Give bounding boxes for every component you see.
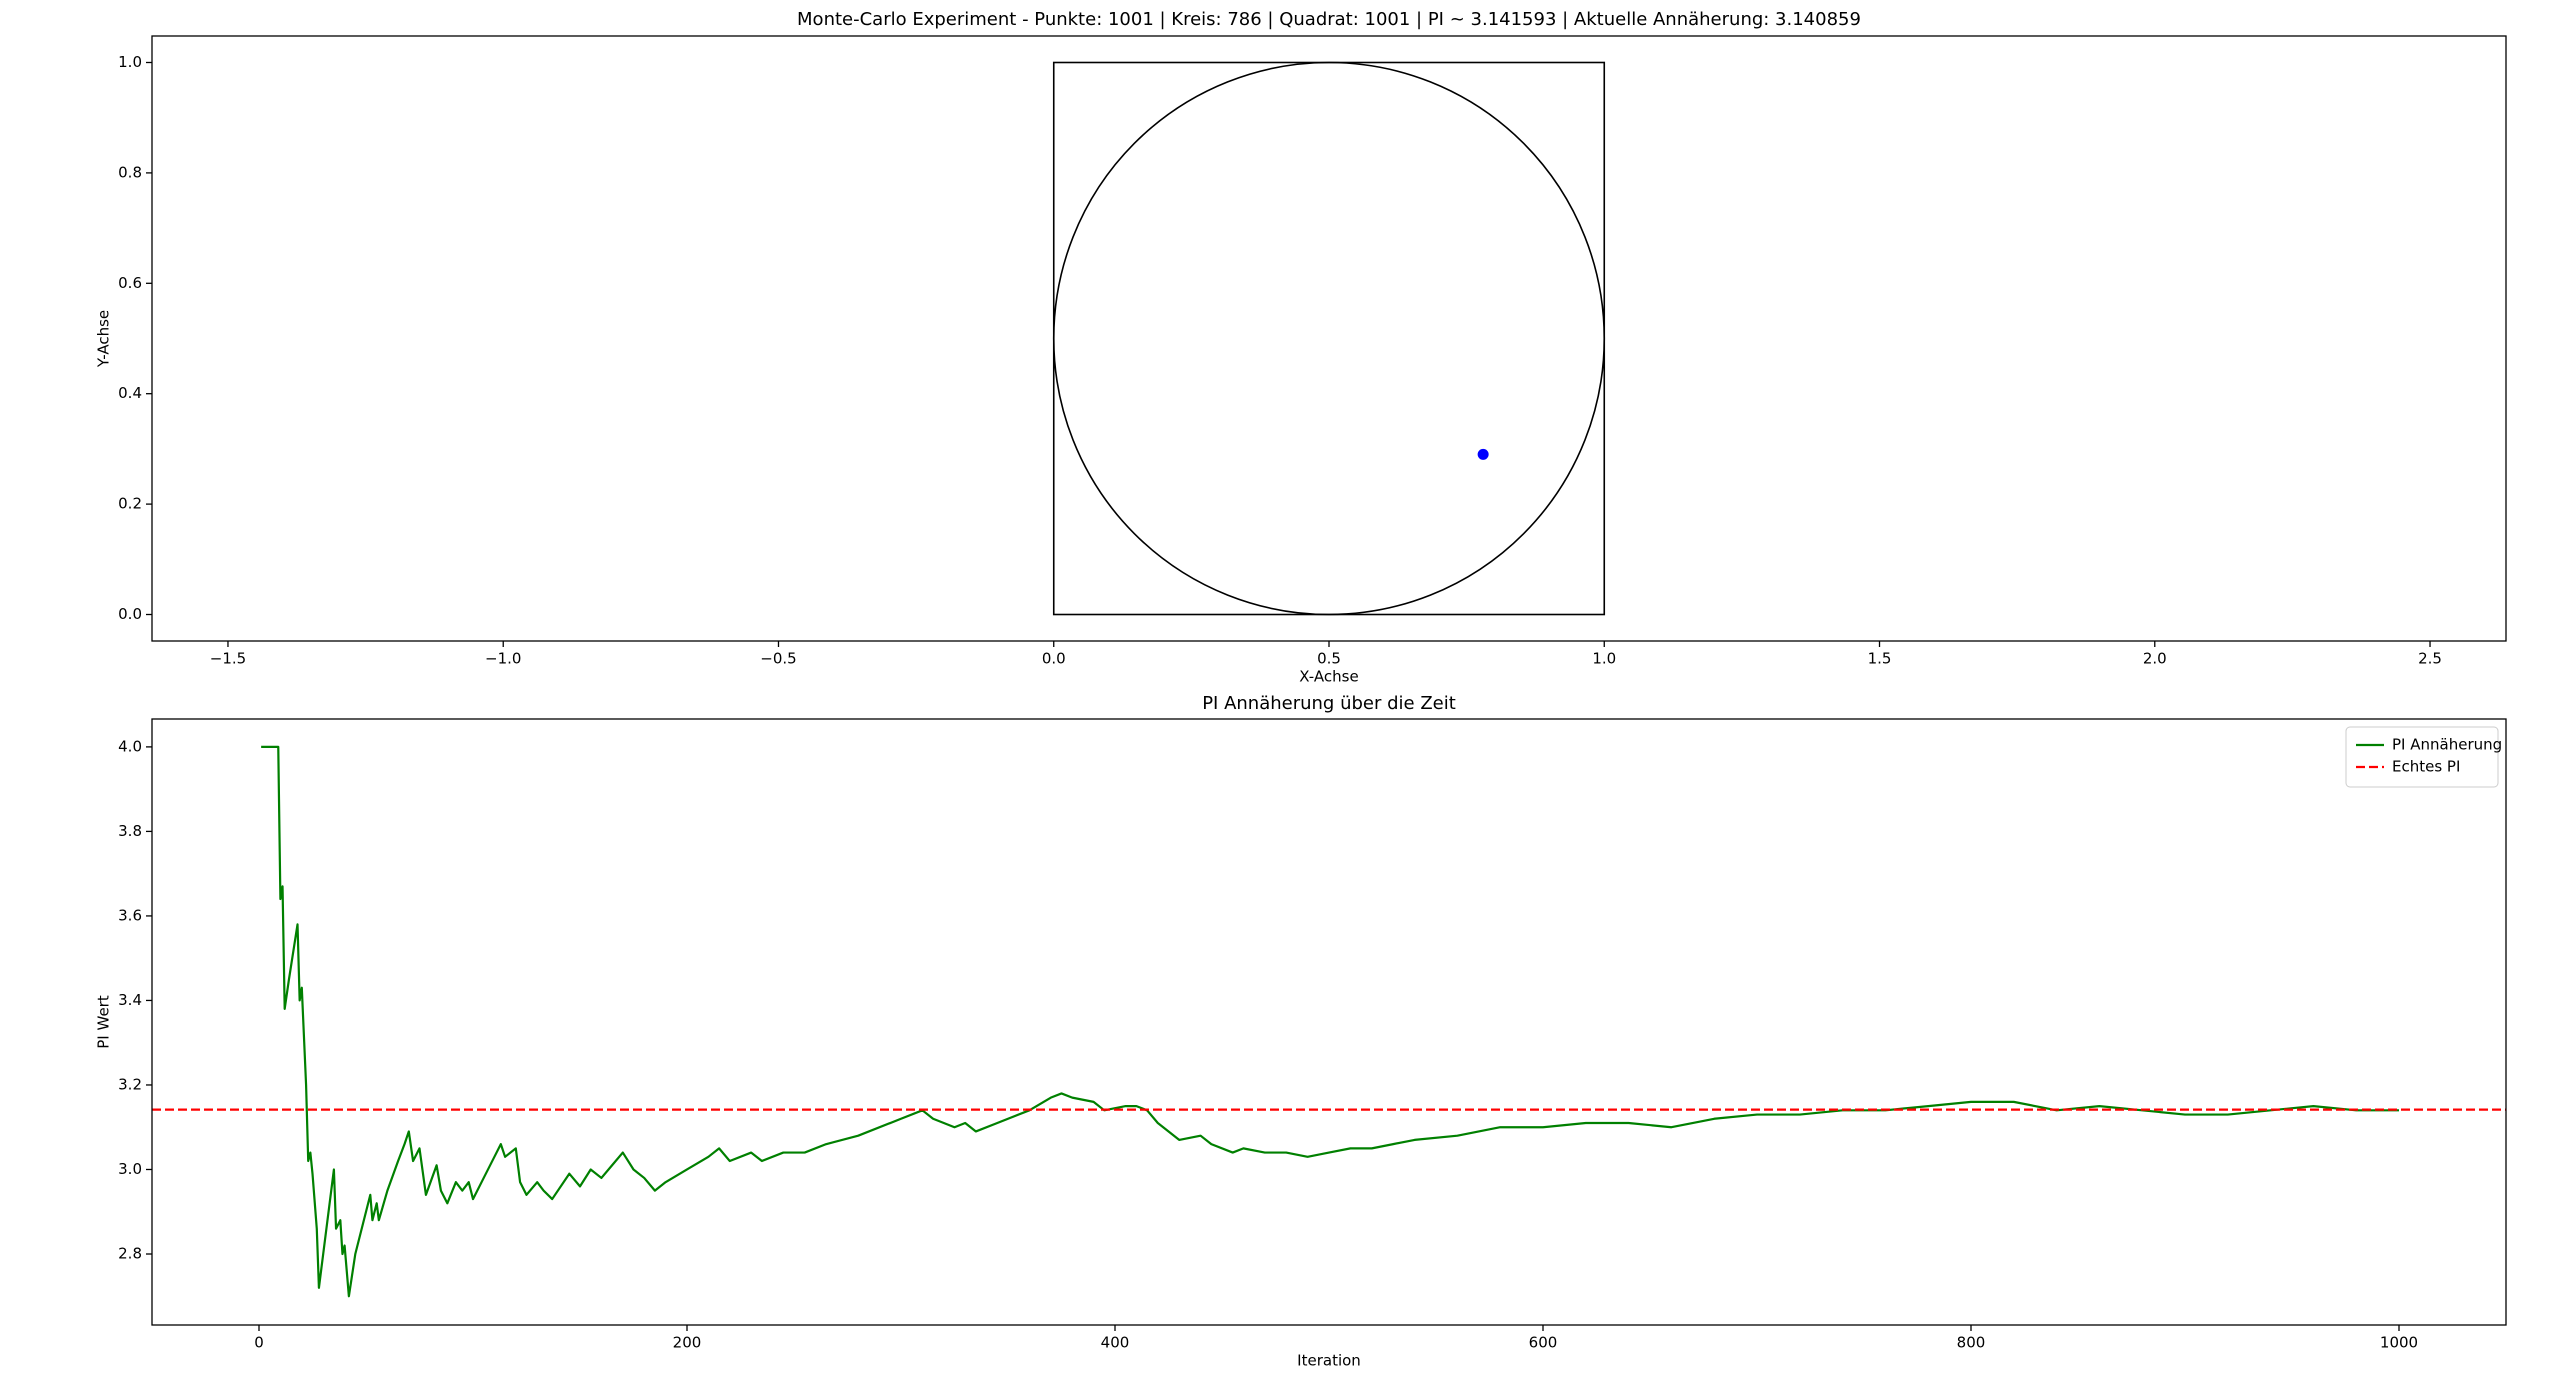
x-tick-label: 0.0 — [1042, 650, 1066, 668]
y-tick-label: 3.6 — [118, 906, 142, 924]
x-tick-label: −0.5 — [760, 650, 796, 668]
x-tick-label: 800 — [1957, 1334, 1986, 1352]
x-tick-label: 200 — [673, 1334, 702, 1352]
circle — [1052, 61, 1606, 616]
x-tick-label: 1.0 — [1592, 650, 1616, 668]
chart-title: PI Annäherung über die Zeit — [1202, 693, 1456, 714]
chart-title: Monte-Carlo Experiment - Punkte: 1001 | … — [797, 9, 1861, 30]
x-tick-label: 400 — [1101, 1334, 1130, 1352]
x-tick-label: −1.5 — [210, 650, 246, 668]
legend-label: PI Annäherung — [2392, 736, 2502, 754]
marks — [1052, 61, 1606, 616]
x-tick-label: 1000 — [2380, 1334, 2418, 1352]
y-tick-label: 4.0 — [118, 737, 142, 755]
y-tick-label: 0.2 — [118, 495, 142, 513]
y-tick-label: 3.4 — [118, 991, 142, 1009]
square — [1052, 61, 1606, 616]
x-axis-label: X-Achse — [1299, 668, 1358, 686]
y-tick-label: 0.8 — [118, 163, 142, 181]
y-tick-label: 1.0 — [118, 53, 142, 71]
x-tick-label: 2.5 — [2418, 650, 2442, 668]
x-tick-label: −1.0 — [485, 650, 521, 668]
x-tick-label: 1.5 — [1868, 650, 1892, 668]
y-tick-label: 3.8 — [118, 822, 142, 840]
y-axis-label: PI Wert — [95, 995, 113, 1049]
axes-frame — [151, 35, 2507, 642]
x-axis-label: Iteration — [1297, 1352, 1361, 1370]
x-tick-label: 2.0 — [2143, 650, 2167, 668]
y-axis-label: Y-Achse — [95, 310, 113, 368]
x-tick-label: 600 — [1529, 1334, 1558, 1352]
legend-box — [2345, 726, 2499, 788]
y-tick-label: 3.2 — [118, 1075, 142, 1093]
y-tick-label: 0.0 — [118, 605, 142, 623]
y-tick-label: 0.6 — [118, 274, 142, 292]
y-tick-label: 2.8 — [118, 1245, 142, 1263]
x-tick-label: 0 — [254, 1334, 264, 1352]
y-tick-label: 3.0 — [118, 1160, 142, 1178]
y-tick-label: 0.4 — [118, 384, 142, 402]
marks — [152, 745, 2506, 1298]
axes-frame — [151, 718, 2507, 1326]
x-tick-label: 0.5 — [1317, 650, 1341, 668]
point — [1477, 448, 1489, 460]
line — [261, 745, 2399, 1298]
legend-label: Echtes PI — [2392, 758, 2460, 776]
